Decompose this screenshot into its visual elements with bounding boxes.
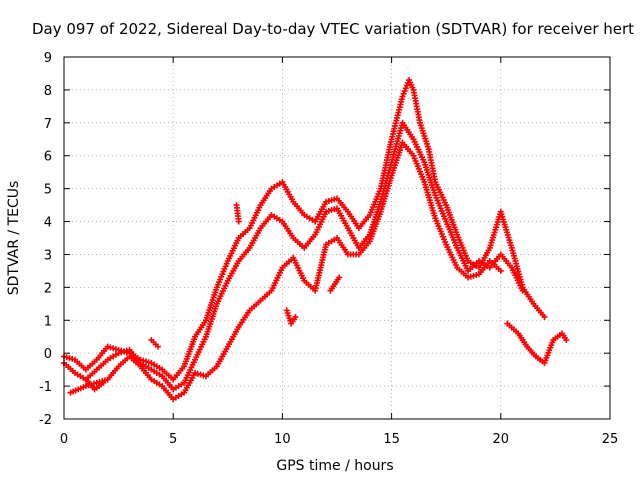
y-tick-label: -2 bbox=[39, 413, 52, 428]
data-point-fill bbox=[235, 215, 242, 222]
x-tick-label: 20 bbox=[493, 432, 510, 447]
grid bbox=[64, 57, 610, 419]
y-tick-label: 7 bbox=[44, 117, 52, 132]
x-axis-label: GPS time / hours bbox=[276, 458, 393, 474]
y-tick-label: 1 bbox=[44, 314, 52, 329]
y-tick-label: 0 bbox=[44, 347, 52, 362]
x-tick-label: 25 bbox=[602, 432, 619, 447]
data-point-fill bbox=[334, 276, 341, 283]
series-upper-track bbox=[61, 77, 548, 383]
data-point-fill bbox=[291, 316, 298, 323]
x-tick-label: 15 bbox=[383, 432, 400, 447]
series-lower-track bbox=[67, 139, 504, 403]
y-tick-label: 2 bbox=[44, 281, 52, 296]
y-axis-label: SDTVAR / TECUs bbox=[6, 181, 22, 296]
y-tick-label: 8 bbox=[44, 84, 52, 99]
data-point-fill bbox=[98, 381, 105, 388]
y-tick-label: 3 bbox=[44, 248, 52, 263]
y-tick-label: 6 bbox=[44, 150, 52, 165]
data-point bbox=[541, 313, 548, 320]
chart-title: Day 097 of 2022, Sidereal Day-to-day VTE… bbox=[32, 20, 634, 38]
data-point bbox=[497, 267, 504, 274]
data-point-fill bbox=[152, 341, 159, 348]
x-tick-label: 5 bbox=[169, 432, 177, 447]
data-point-fill bbox=[549, 339, 556, 346]
x-tick-label: 0 bbox=[60, 432, 68, 447]
data-point bbox=[519, 287, 526, 294]
y-tick-label: 9 bbox=[44, 51, 52, 66]
y-tick-label: 4 bbox=[44, 216, 52, 231]
x-tick-label: 10 bbox=[274, 432, 291, 447]
data-point-fill bbox=[539, 358, 546, 365]
y-tick-label: -1 bbox=[39, 380, 52, 395]
data-point-fill bbox=[522, 341, 529, 348]
data-point-fill bbox=[513, 328, 520, 335]
plot-frame bbox=[63, 56, 611, 420]
data-point-fill bbox=[530, 351, 537, 358]
data-point-fill bbox=[561, 334, 568, 341]
data-points bbox=[61, 77, 570, 403]
y-tick-label: 5 bbox=[44, 183, 52, 198]
series-short-segments bbox=[82, 202, 570, 393]
